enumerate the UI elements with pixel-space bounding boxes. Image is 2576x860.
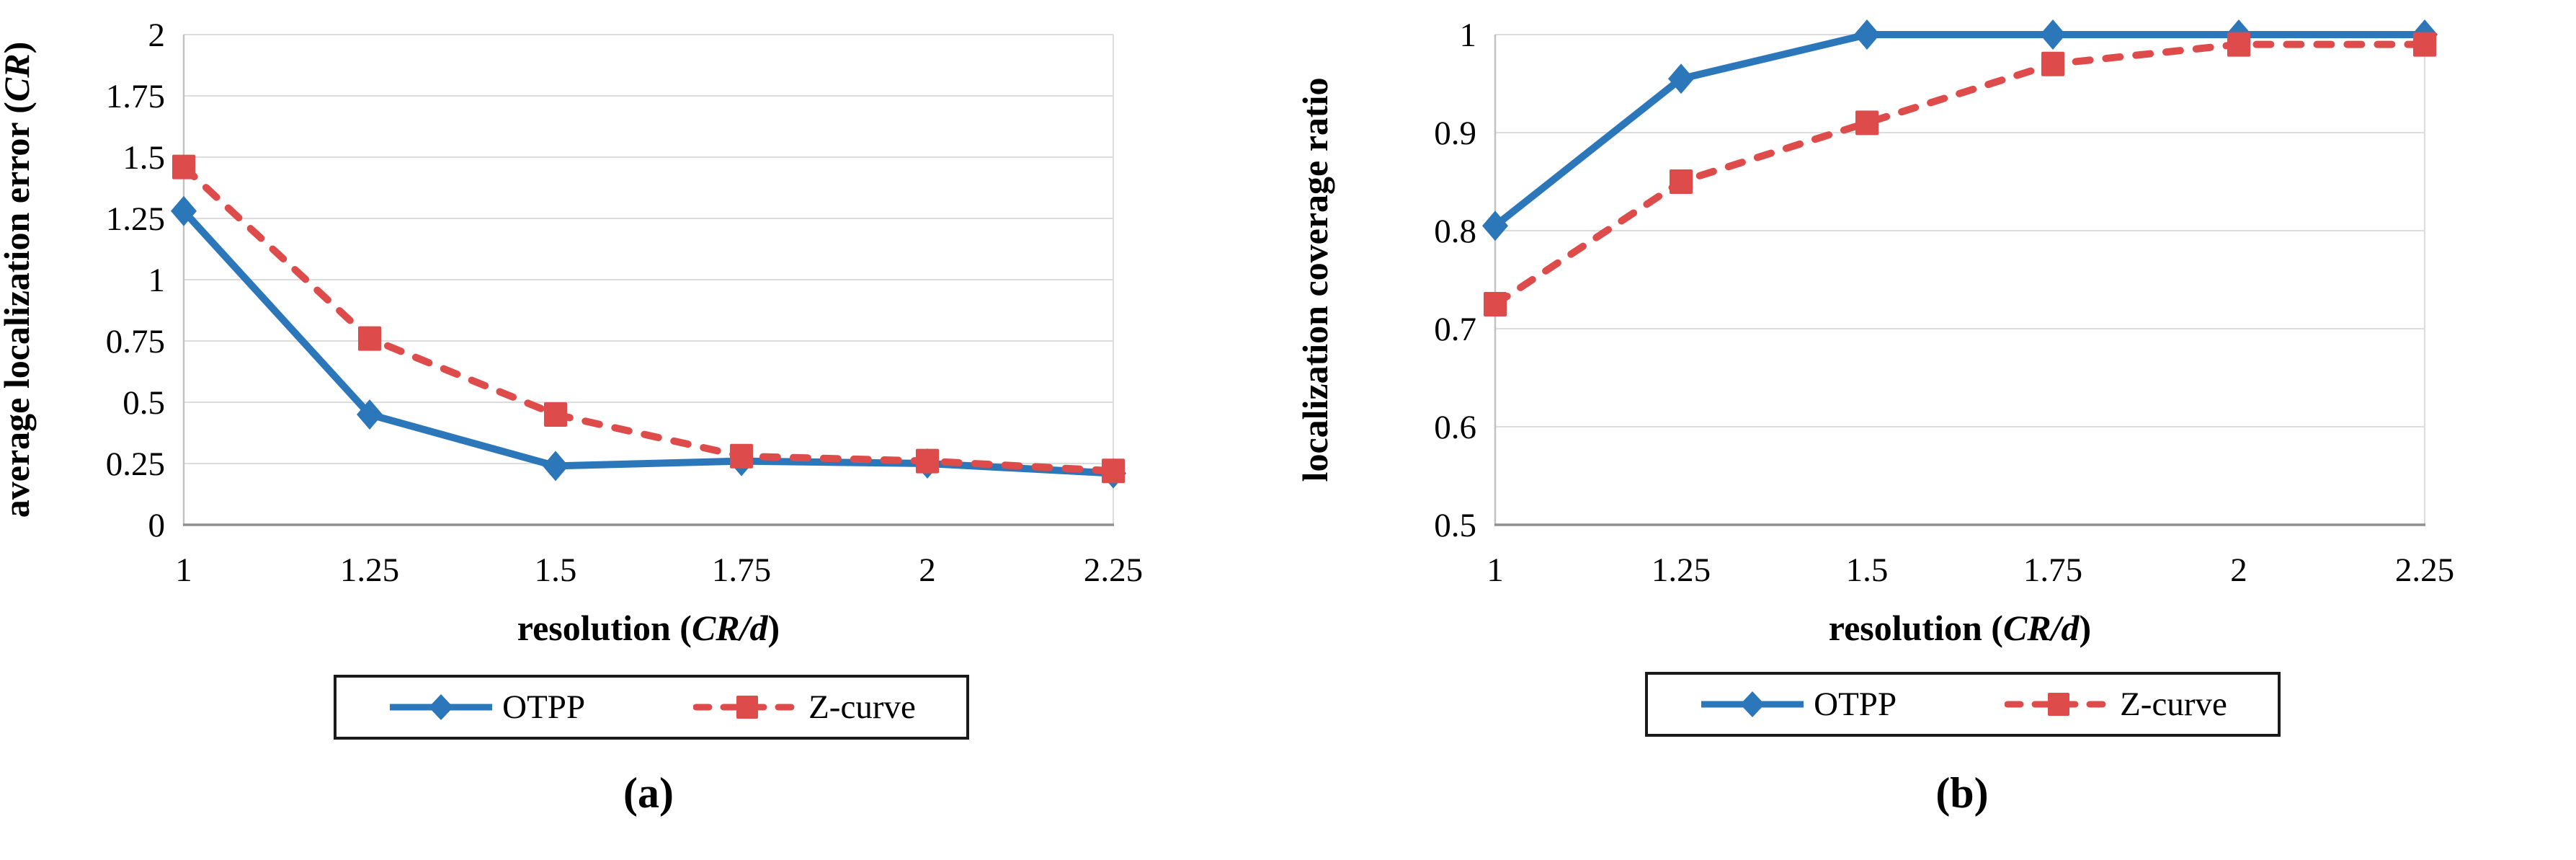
series-line-Z-curve <box>180 163 1117 475</box>
panel-a: 0 0.25 0.5 0.75 1 1.25 1.5 1.75 2 1 1.25 1.5 1.75 2 2.… <box>0 17 1143 817</box>
legend-label-zcurve: Z-curve <box>2120 686 2227 723</box>
marker-diamond <box>1668 63 1694 94</box>
x-tick-label: 1.5 <box>535 551 577 589</box>
legend-marker-square <box>2048 693 2070 716</box>
series-line-OTPP <box>1492 31 2425 229</box>
y-axis-title: localization coverage ratio <box>1295 78 1335 482</box>
y-tick-label: 0.6 <box>1434 409 1476 446</box>
x-tick-label: 1 <box>175 551 192 589</box>
chart-b: 0.5 0.6 0.7 0.8 0.9 1 1 1.25 1.5 1.75 2 2.25 resolut… <box>1295 17 2454 648</box>
x-tick-label: 1.5 <box>1846 551 1889 589</box>
marker-square <box>2041 51 2064 76</box>
y-tick-label: 0.5 <box>1434 507 1476 544</box>
marker-diamond <box>1482 210 1508 241</box>
legend-label-otpp: OTPP <box>502 688 586 726</box>
y-tick-label: 0.8 <box>1434 213 1476 250</box>
marker-square <box>1855 110 1878 136</box>
zcurve-legend-marker <box>2005 693 2113 716</box>
x-axis-title: resolution (CR/d) <box>517 608 780 648</box>
caption-a: (a) <box>623 769 674 817</box>
marker-diamond <box>171 195 197 226</box>
marker-square <box>172 154 195 179</box>
y-tick-label: 1.25 <box>106 200 165 238</box>
legend-label-zcurve: Z-curve <box>808 688 916 726</box>
marker-square <box>1484 292 1507 316</box>
x-tick-label: 1.25 <box>340 551 399 589</box>
legend-marker-diamond <box>1740 691 1765 717</box>
y-tick-label: 1.5 <box>122 139 165 177</box>
legend-marker-diamond <box>429 694 454 720</box>
marker-square <box>544 402 567 427</box>
marker-square <box>2413 32 2436 57</box>
x-tick-label: 2.25 <box>1084 551 1143 589</box>
caption-b: (b) <box>1935 769 1989 817</box>
y-axis-title: average localization error (CR) <box>0 42 37 518</box>
marker-diamond <box>2040 19 2066 50</box>
series-line-Z-curve <box>1492 40 2428 308</box>
chart-a: 0 0.25 0.5 0.75 1 1.25 1.5 1.75 2 1 1.25 1.5 1.75 2 2.… <box>0 17 1143 648</box>
y-tick-label: 0.9 <box>1434 115 1476 152</box>
marker-square <box>358 326 381 351</box>
legend-marker-square <box>736 696 759 719</box>
marker-square <box>1102 458 1125 484</box>
marker-square <box>2227 32 2250 57</box>
otpp-legend-marker <box>390 694 493 720</box>
x-tick-label: 1.25 <box>1652 551 1711 589</box>
y-tick-label: 0.25 <box>106 445 165 483</box>
legend-item-zcurve: Z-curve <box>2005 685 2227 724</box>
otpp-legend-marker <box>1701 691 1804 717</box>
x-tick-label: 1 <box>1487 551 1504 589</box>
marker-diamond <box>1854 19 1880 50</box>
y-tick-label: 2 <box>148 17 166 54</box>
marker-square <box>1670 169 1693 194</box>
x-tick-label: 2 <box>919 551 936 589</box>
x-tick-label: 1.75 <box>2023 551 2082 589</box>
y-tick-label: 0 <box>148 507 166 544</box>
marker-square <box>730 443 753 469</box>
x-tick-label: 1.75 <box>712 551 771 589</box>
y-tick-label: 0.7 <box>1434 311 1476 348</box>
y-tick-label: 1 <box>148 262 166 299</box>
legend-item-otpp: OTPP <box>387 688 585 727</box>
legend-item-otpp: OTPP <box>1698 685 1897 724</box>
zcurve-legend-marker <box>693 696 802 719</box>
marker-square <box>916 448 939 474</box>
legend-label-otpp: OTPP <box>1814 686 1897 723</box>
legend-item-zcurve: Z-curve <box>693 688 916 727</box>
panel-b: 0.5 0.6 0.7 0.8 0.9 1 1 1.25 1.5 1.75 2 2.25 resolut… <box>1288 0 2576 860</box>
y-tick-label: 1 <box>1460 17 1477 54</box>
marker-diamond <box>357 399 383 430</box>
x-tick-label: 2 <box>2230 551 2247 589</box>
x-axis-title: resolution (CR/d) <box>1829 608 2091 648</box>
marker-diamond <box>543 451 569 482</box>
y-tick-label: 0.5 <box>122 384 165 422</box>
y-tick-label: 0.75 <box>106 323 165 360</box>
x-tick-label: 2.25 <box>2395 551 2454 589</box>
legend-a: OTPP Z-curve <box>334 675 969 740</box>
y-tick-label: 1.75 <box>106 78 165 115</box>
legend-b: OTPP Z-curve <box>1645 672 2281 737</box>
